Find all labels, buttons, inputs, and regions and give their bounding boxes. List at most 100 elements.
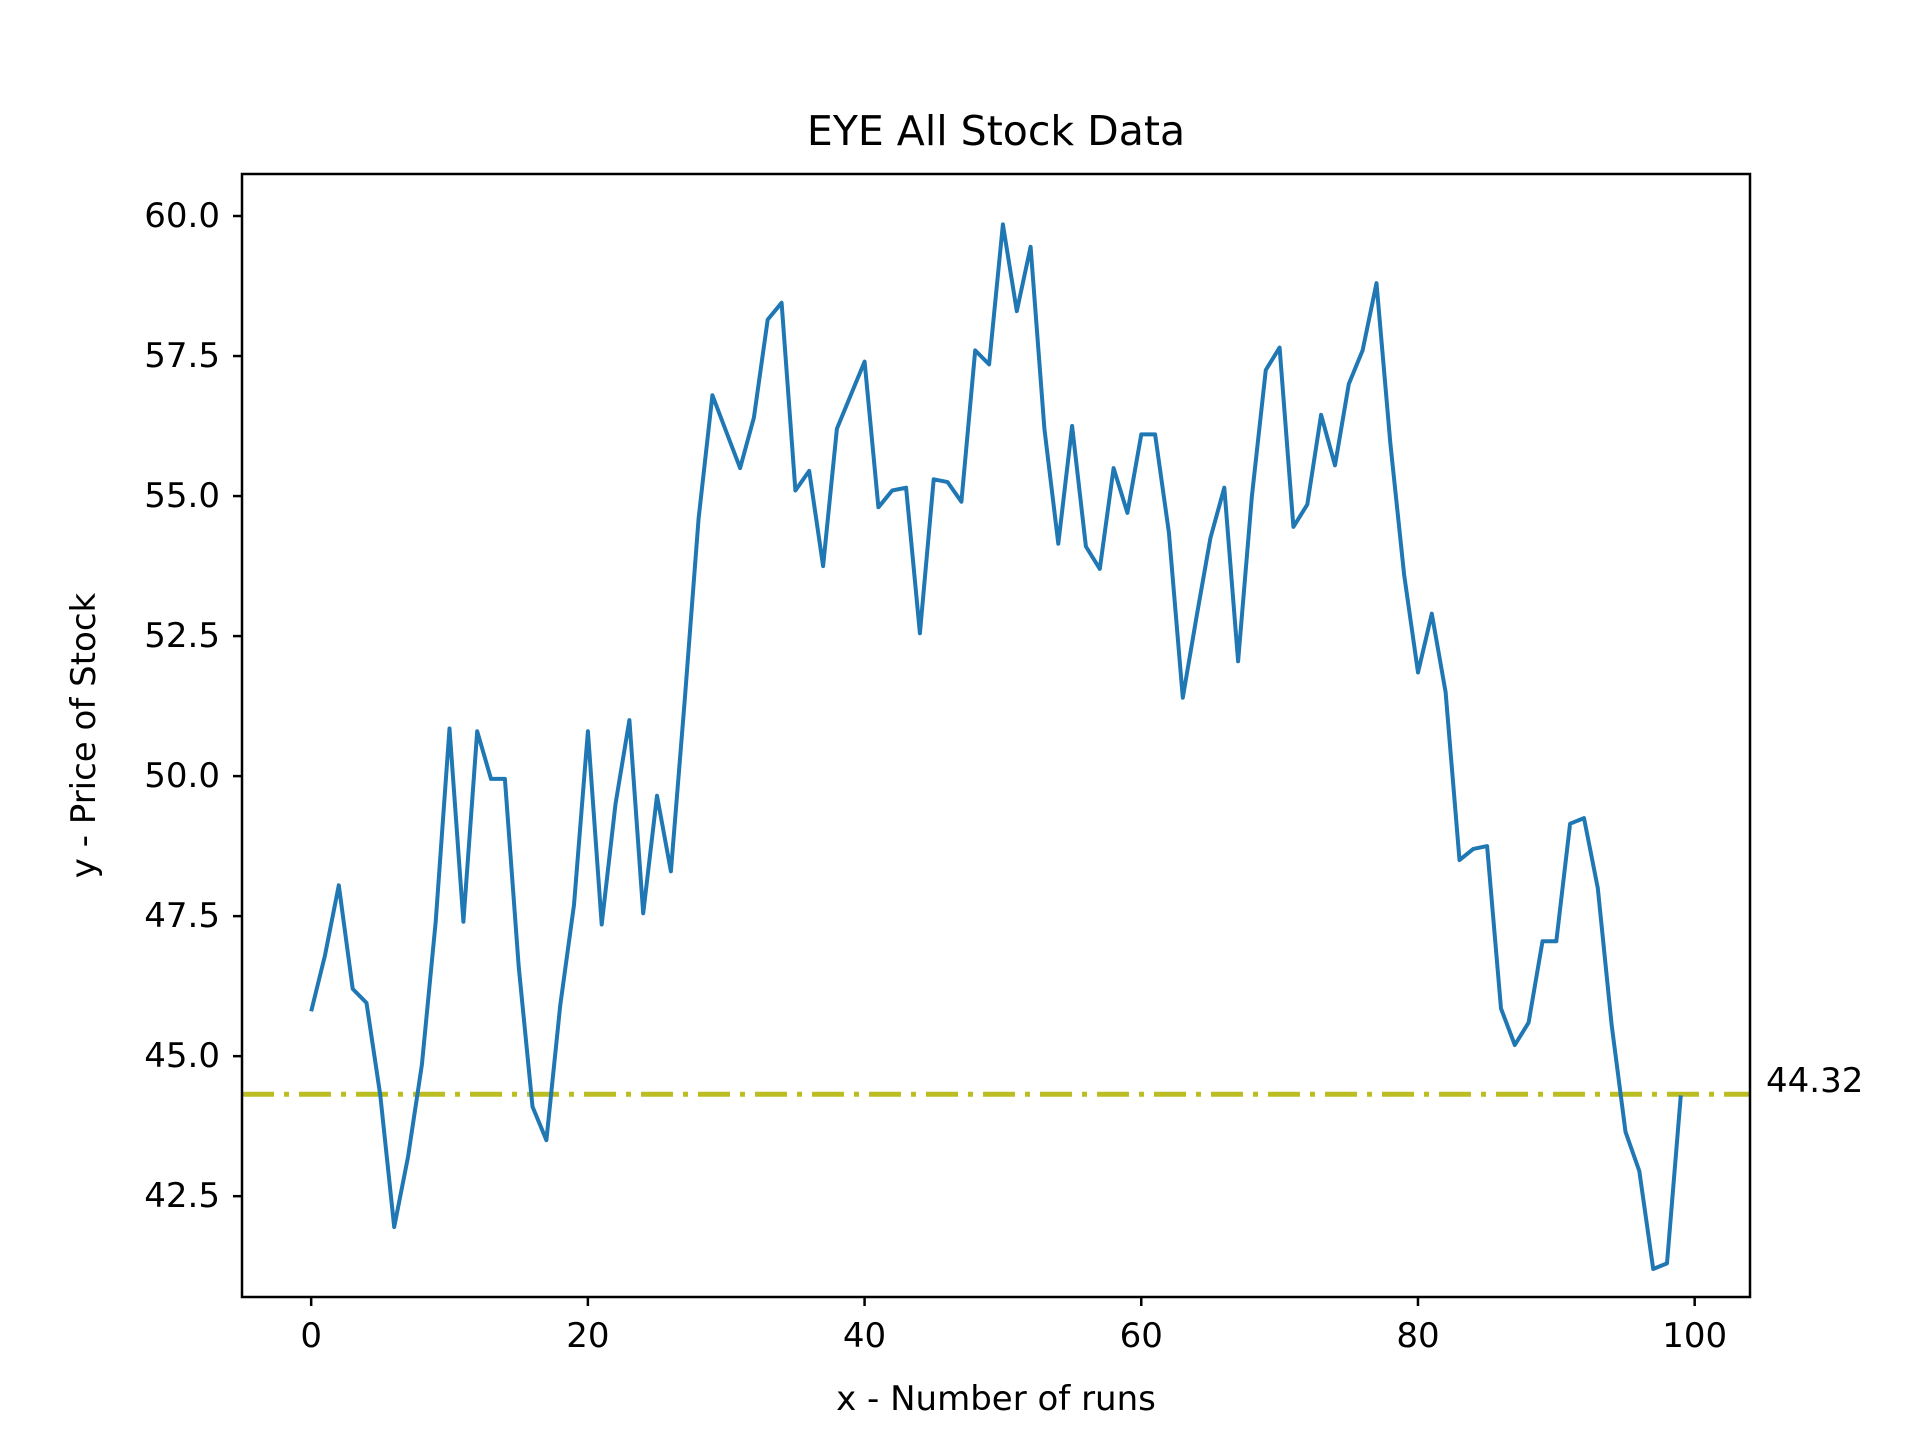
data-point bbox=[697, 516, 701, 520]
x-tick-label: 0 bbox=[300, 1316, 322, 1356]
data-point bbox=[1070, 424, 1074, 428]
data-point bbox=[946, 480, 950, 484]
y-tick-label: 47.5 bbox=[144, 896, 220, 936]
x-tick-label: 100 bbox=[1662, 1316, 1727, 1356]
y-tick-label: 50.0 bbox=[144, 756, 220, 796]
reference-line-label: 44.32 bbox=[1766, 1061, 1863, 1101]
data-point bbox=[1167, 530, 1171, 534]
data-point bbox=[683, 698, 687, 702]
data-point bbox=[1195, 614, 1199, 618]
data-point bbox=[1042, 427, 1046, 431]
data-point bbox=[863, 360, 867, 364]
data-point bbox=[1084, 544, 1088, 548]
data-point bbox=[1125, 511, 1129, 515]
y-tick-label: 55.0 bbox=[144, 476, 220, 516]
data-point bbox=[309, 1009, 313, 1013]
data-point bbox=[890, 488, 894, 492]
data-point bbox=[835, 427, 839, 431]
data-point bbox=[655, 794, 659, 798]
y-tick-label: 60.0 bbox=[144, 196, 220, 236]
data-point bbox=[1015, 309, 1019, 313]
y-axis-ticks: 42.5 45.0 47.5 50.0 52.5 55.0 57.5 60.0 bbox=[144, 196, 242, 1216]
data-point bbox=[1623, 1130, 1627, 1134]
data-point bbox=[475, 729, 479, 733]
data-point bbox=[821, 564, 825, 568]
data-point bbox=[1430, 612, 1434, 616]
data-point bbox=[1540, 939, 1544, 943]
data-point bbox=[849, 393, 853, 397]
data-point bbox=[1208, 536, 1212, 540]
data-point bbox=[918, 631, 922, 635]
data-point bbox=[1374, 281, 1378, 285]
data-point bbox=[1181, 696, 1185, 700]
data-point bbox=[627, 718, 631, 722]
data-point bbox=[1651, 1267, 1655, 1271]
data-point bbox=[738, 466, 742, 470]
data-point bbox=[1596, 886, 1600, 890]
data-point bbox=[600, 923, 604, 927]
data-point bbox=[531, 1105, 535, 1109]
data-point bbox=[378, 1093, 382, 1097]
data-point bbox=[1250, 494, 1254, 498]
data-point bbox=[572, 903, 576, 907]
data-point bbox=[1554, 939, 1558, 943]
data-point bbox=[973, 348, 977, 352]
data-point bbox=[641, 911, 645, 915]
data-point bbox=[724, 430, 728, 434]
data-point bbox=[517, 965, 521, 969]
data-point bbox=[752, 416, 756, 420]
data-point bbox=[1679, 1093, 1683, 1097]
data-point bbox=[904, 486, 908, 490]
x-tick-label: 60 bbox=[1120, 1316, 1163, 1356]
y-axis-label: y - Price of Stock bbox=[64, 592, 104, 878]
data-point bbox=[1278, 346, 1282, 350]
data-point bbox=[1361, 348, 1365, 352]
data-point bbox=[1236, 659, 1240, 663]
data-point bbox=[434, 920, 438, 924]
data-point bbox=[406, 1155, 410, 1159]
data-point bbox=[1527, 1021, 1531, 1025]
data-point bbox=[1056, 542, 1060, 546]
y-tick-label: 57.5 bbox=[144, 336, 220, 376]
data-point bbox=[489, 777, 493, 781]
data-point bbox=[323, 953, 327, 957]
data-point bbox=[351, 987, 355, 991]
data-point bbox=[544, 1138, 548, 1142]
data-point bbox=[1347, 382, 1351, 386]
data-point bbox=[669, 869, 673, 873]
data-point bbox=[461, 920, 465, 924]
data-point bbox=[448, 726, 452, 730]
data-point bbox=[1222, 486, 1226, 490]
data-point bbox=[1568, 822, 1572, 826]
data-point bbox=[337, 883, 341, 887]
data-point bbox=[1582, 816, 1586, 820]
data-point bbox=[1319, 413, 1323, 417]
data-point bbox=[766, 318, 770, 322]
y-tick-label: 52.5 bbox=[144, 616, 220, 656]
data-point bbox=[558, 1004, 562, 1008]
x-tick-label: 40 bbox=[843, 1316, 886, 1356]
x-axis-label: x - Number of runs bbox=[836, 1379, 1156, 1419]
data-point bbox=[1305, 502, 1309, 506]
data-point bbox=[1665, 1261, 1669, 1265]
data-point bbox=[1513, 1043, 1517, 1047]
data-point bbox=[959, 500, 963, 504]
data-point bbox=[987, 362, 991, 366]
data-points bbox=[309, 222, 1683, 1271]
data-point bbox=[1029, 245, 1033, 249]
data-point bbox=[1264, 368, 1268, 372]
data-point bbox=[1416, 670, 1420, 674]
data-point bbox=[780, 301, 784, 305]
data-point bbox=[392, 1225, 396, 1229]
data-point bbox=[876, 505, 880, 509]
data-point bbox=[1388, 441, 1392, 445]
data-point bbox=[1471, 847, 1475, 851]
data-point bbox=[503, 777, 507, 781]
data-point bbox=[1610, 1023, 1614, 1027]
data-point bbox=[365, 1001, 369, 1005]
data-point bbox=[793, 488, 797, 492]
data-point bbox=[1637, 1169, 1641, 1173]
data-point bbox=[1291, 525, 1295, 529]
